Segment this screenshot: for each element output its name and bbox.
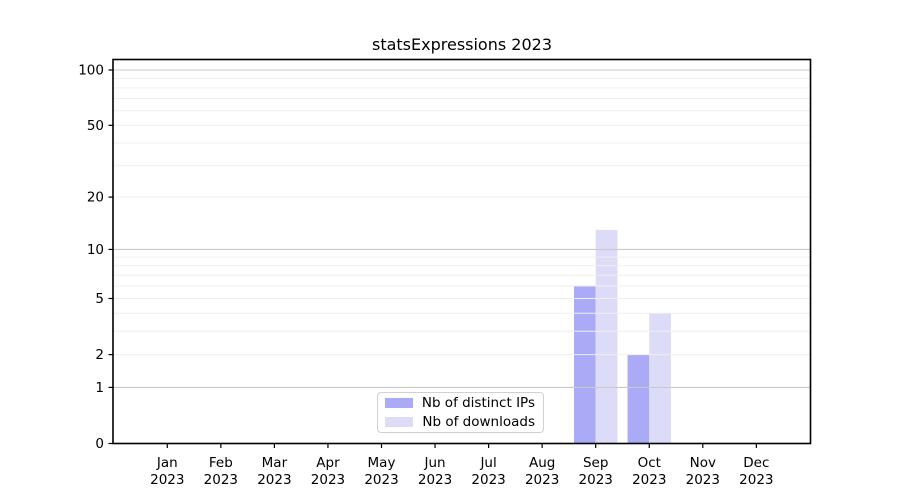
y-tick-label: 20 bbox=[87, 190, 104, 206]
x-tick-label-year: 2023 bbox=[204, 472, 238, 488]
legend: Nb of distinct IPs Nb of downloads bbox=[377, 392, 544, 433]
x-tick-label-month: Apr bbox=[316, 455, 340, 471]
legend-swatch-downloads bbox=[385, 417, 413, 427]
bar-sep-s1 bbox=[595, 229, 618, 444]
x-tick-label-year: 2023 bbox=[579, 472, 613, 488]
x-tick-label-month: Feb bbox=[209, 455, 233, 471]
x-tick-label-year: 2023 bbox=[257, 472, 291, 488]
x-tick-label-month: Aug bbox=[529, 455, 555, 471]
x-tick-label-year: 2023 bbox=[686, 472, 720, 488]
x-tick-label-month: Dec bbox=[743, 455, 769, 471]
plot-border bbox=[112, 58, 812, 445]
legend-label-downloads: Nb of downloads bbox=[422, 414, 535, 430]
x-tick-label-year: 2023 bbox=[364, 472, 398, 488]
x-tick-label-month: Nov bbox=[690, 455, 716, 471]
x-tick-label-month: Mar bbox=[262, 455, 288, 471]
x-tick-label-year: 2023 bbox=[150, 472, 184, 488]
x-tick-label-month: Sep bbox=[583, 455, 608, 471]
y-tick-label: 100 bbox=[78, 63, 104, 79]
x-tick-label-year: 2023 bbox=[418, 472, 452, 488]
x-tick-label-year: 2023 bbox=[739, 472, 773, 488]
y-tick-label: 10 bbox=[87, 242, 104, 258]
legend-item-distinct-ips: Nb of distinct IPs bbox=[384, 395, 535, 411]
legend-item-downloads: Nb of downloads bbox=[385, 414, 535, 430]
x-tick-label-year: 2023 bbox=[311, 472, 345, 488]
x-tick-label-year: 2023 bbox=[525, 472, 559, 488]
x-tick-label-month: Jun bbox=[424, 455, 446, 471]
x-tick-label-month: Oct bbox=[638, 455, 661, 471]
x-tick-label-month: Jul bbox=[479, 455, 496, 471]
x-tick-label-year: 2023 bbox=[632, 472, 666, 488]
y-tick-label: 50 bbox=[87, 118, 104, 134]
y-tick-label: 1 bbox=[95, 380, 104, 396]
y-tick-label: 0 bbox=[95, 436, 104, 452]
x-tick-label-month: May bbox=[368, 455, 396, 471]
y-tick-label: 2 bbox=[95, 347, 104, 363]
y-tick-label: 5 bbox=[95, 291, 104, 307]
legend-label-distinct-ips: Nb of distinct IPs bbox=[421, 395, 535, 411]
plot-background bbox=[113, 59, 811, 444]
x-tick-label-month: Jan bbox=[156, 455, 178, 471]
bar-oct-s0 bbox=[627, 354, 650, 444]
chart-title: statsExpressions 2023 bbox=[371, 35, 552, 54]
bar-sep-s0 bbox=[574, 286, 596, 444]
x-tick-label-year: 2023 bbox=[471, 472, 505, 488]
bar-oct-s1 bbox=[649, 313, 671, 444]
legend-swatch-distinct-ips bbox=[384, 398, 413, 408]
